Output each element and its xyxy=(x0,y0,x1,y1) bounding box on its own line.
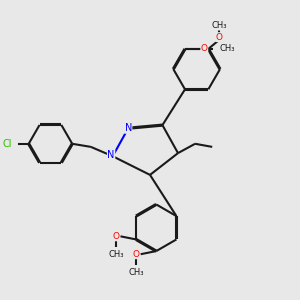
Text: N: N xyxy=(124,123,132,133)
Text: CH₃: CH₃ xyxy=(108,250,124,260)
Text: O: O xyxy=(216,33,223,42)
Text: CH₃: CH₃ xyxy=(212,21,227,30)
Text: CH₃: CH₃ xyxy=(128,268,144,277)
Text: CH₃: CH₃ xyxy=(219,44,235,53)
Text: O: O xyxy=(201,44,208,53)
Text: O: O xyxy=(112,232,119,241)
Text: Cl: Cl xyxy=(2,139,12,149)
Text: N: N xyxy=(107,150,115,160)
Text: O: O xyxy=(133,250,140,259)
